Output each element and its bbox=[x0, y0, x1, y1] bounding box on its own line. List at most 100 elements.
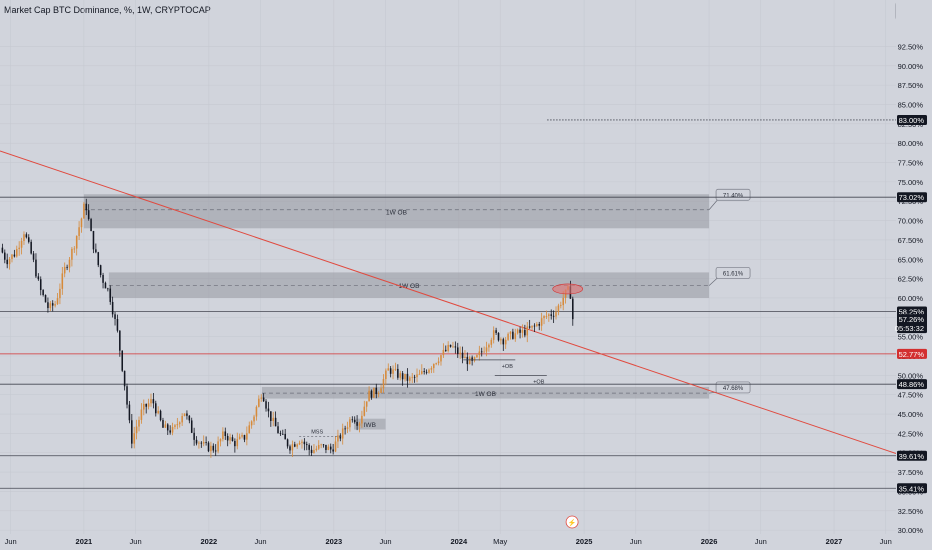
price-tick-label: 70.00% bbox=[898, 217, 924, 226]
price-axis-tag bbox=[897, 192, 927, 203]
callout-box bbox=[715, 267, 751, 279]
time-tick-label: 2024 bbox=[450, 537, 468, 546]
candle-body bbox=[291, 444, 294, 451]
candle-body bbox=[35, 259, 37, 277]
candle-body bbox=[222, 431, 224, 440]
candle-body bbox=[454, 346, 457, 348]
candle-body bbox=[49, 303, 52, 309]
candle-body bbox=[123, 370, 126, 387]
candle-body bbox=[298, 442, 301, 445]
price-axis[interactable]: 30.00%32.50%35.00%37.50%40.00%42.50%45.0… bbox=[895, 0, 932, 550]
price-tick-label: 60.00% bbox=[898, 294, 924, 303]
candle-body bbox=[315, 448, 318, 451]
candle-body bbox=[260, 397, 263, 399]
time-tick-label: Jun bbox=[630, 537, 642, 546]
candle-body bbox=[504, 339, 507, 345]
price-axis-tag bbox=[897, 483, 927, 494]
candle-body bbox=[258, 398, 260, 407]
price-tick-label: 90.00% bbox=[898, 62, 924, 71]
candle-body bbox=[471, 357, 473, 361]
candle-body bbox=[562, 297, 564, 306]
candle-body bbox=[32, 253, 35, 260]
candle-body bbox=[411, 376, 414, 378]
candle-body bbox=[337, 435, 339, 442]
candle-body bbox=[169, 430, 171, 433]
candle-body bbox=[464, 356, 466, 359]
candle-body bbox=[193, 432, 195, 440]
candle-body bbox=[442, 349, 445, 356]
candle-body bbox=[401, 373, 404, 380]
candle-body bbox=[83, 203, 85, 219]
candle-body bbox=[111, 301, 114, 315]
candle-body bbox=[126, 386, 128, 405]
candle-body bbox=[514, 333, 517, 339]
price-tick-label: 92.50% bbox=[898, 42, 924, 51]
time-axis[interactable]: Jun 2021 Jun 2022 Jun 2023 Jun 2024 May 2025 Jun 20… bbox=[5, 537, 892, 546]
annotations: +OB +OB MSS ⚡ bbox=[299, 283, 584, 529]
candle-body bbox=[440, 355, 442, 362]
candle-body bbox=[322, 444, 325, 446]
candle-body bbox=[416, 374, 418, 378]
candle-body bbox=[317, 444, 320, 449]
ob-zone bbox=[83, 194, 710, 229]
candle-body bbox=[519, 329, 521, 333]
candle-body bbox=[143, 403, 145, 410]
candle-body bbox=[404, 373, 406, 380]
time-tick-label: Jun bbox=[255, 537, 267, 546]
callout-label: 71.40% bbox=[723, 193, 744, 199]
candle-body bbox=[138, 419, 140, 427]
candle-body bbox=[102, 274, 104, 283]
candle-body bbox=[253, 416, 255, 422]
candle-body bbox=[277, 426, 279, 434]
candle-body bbox=[73, 248, 76, 250]
candle-body bbox=[13, 254, 16, 257]
candle-body bbox=[56, 298, 59, 305]
candle-body bbox=[572, 298, 574, 320]
candle-body bbox=[174, 425, 176, 427]
candle-body bbox=[349, 419, 351, 428]
candle-body bbox=[207, 442, 210, 452]
candle-body bbox=[313, 450, 315, 454]
lightning-icon bbox=[565, 515, 579, 529]
price-axis-tag-label: 73.02% bbox=[899, 193, 925, 202]
callout-connector bbox=[708, 199, 719, 210]
candle-body bbox=[59, 288, 61, 299]
candle-body bbox=[351, 419, 354, 421]
candle-body bbox=[358, 423, 361, 426]
price-tick-label: 75.00% bbox=[898, 178, 924, 187]
candle-body bbox=[373, 387, 375, 398]
candle-body bbox=[509, 331, 512, 334]
price-axis-tag bbox=[897, 348, 927, 359]
time-tick-label: 2027 bbox=[826, 537, 843, 546]
candle-body bbox=[466, 356, 469, 365]
candle-body bbox=[200, 442, 203, 444]
candle-body bbox=[214, 450, 217, 452]
candle-body bbox=[282, 433, 284, 435]
candle-body bbox=[533, 325, 536, 327]
candle-body bbox=[428, 369, 430, 373]
chart-title: Market Cap BTC Dominance, %, 1W, CRYPTOC… bbox=[4, 5, 211, 15]
time-tick-label: 2023 bbox=[325, 537, 342, 546]
candle-body bbox=[531, 325, 533, 328]
candle-body bbox=[44, 294, 47, 303]
candle-body bbox=[329, 446, 332, 450]
candle-body bbox=[119, 330, 121, 351]
price-tick-label: 50.00% bbox=[898, 371, 924, 380]
candle-body bbox=[548, 314, 550, 317]
candle-body bbox=[183, 413, 186, 416]
candle-body bbox=[536, 323, 538, 327]
candle-body bbox=[363, 406, 366, 416]
candle-body bbox=[435, 363, 437, 365]
time-tick-label: 2022 bbox=[201, 537, 218, 546]
candle-body bbox=[344, 428, 346, 430]
candle-body bbox=[205, 442, 207, 443]
candle-body bbox=[18, 247, 20, 250]
candle-body bbox=[500, 339, 502, 341]
candle-body bbox=[109, 288, 112, 302]
candle-body bbox=[557, 305, 560, 313]
candle-body bbox=[152, 399, 155, 404]
time-tick-label: 2021 bbox=[76, 537, 93, 546]
candle-body bbox=[85, 203, 88, 211]
candle-body bbox=[521, 329, 524, 333]
annotation-label: +OB bbox=[502, 364, 513, 370]
